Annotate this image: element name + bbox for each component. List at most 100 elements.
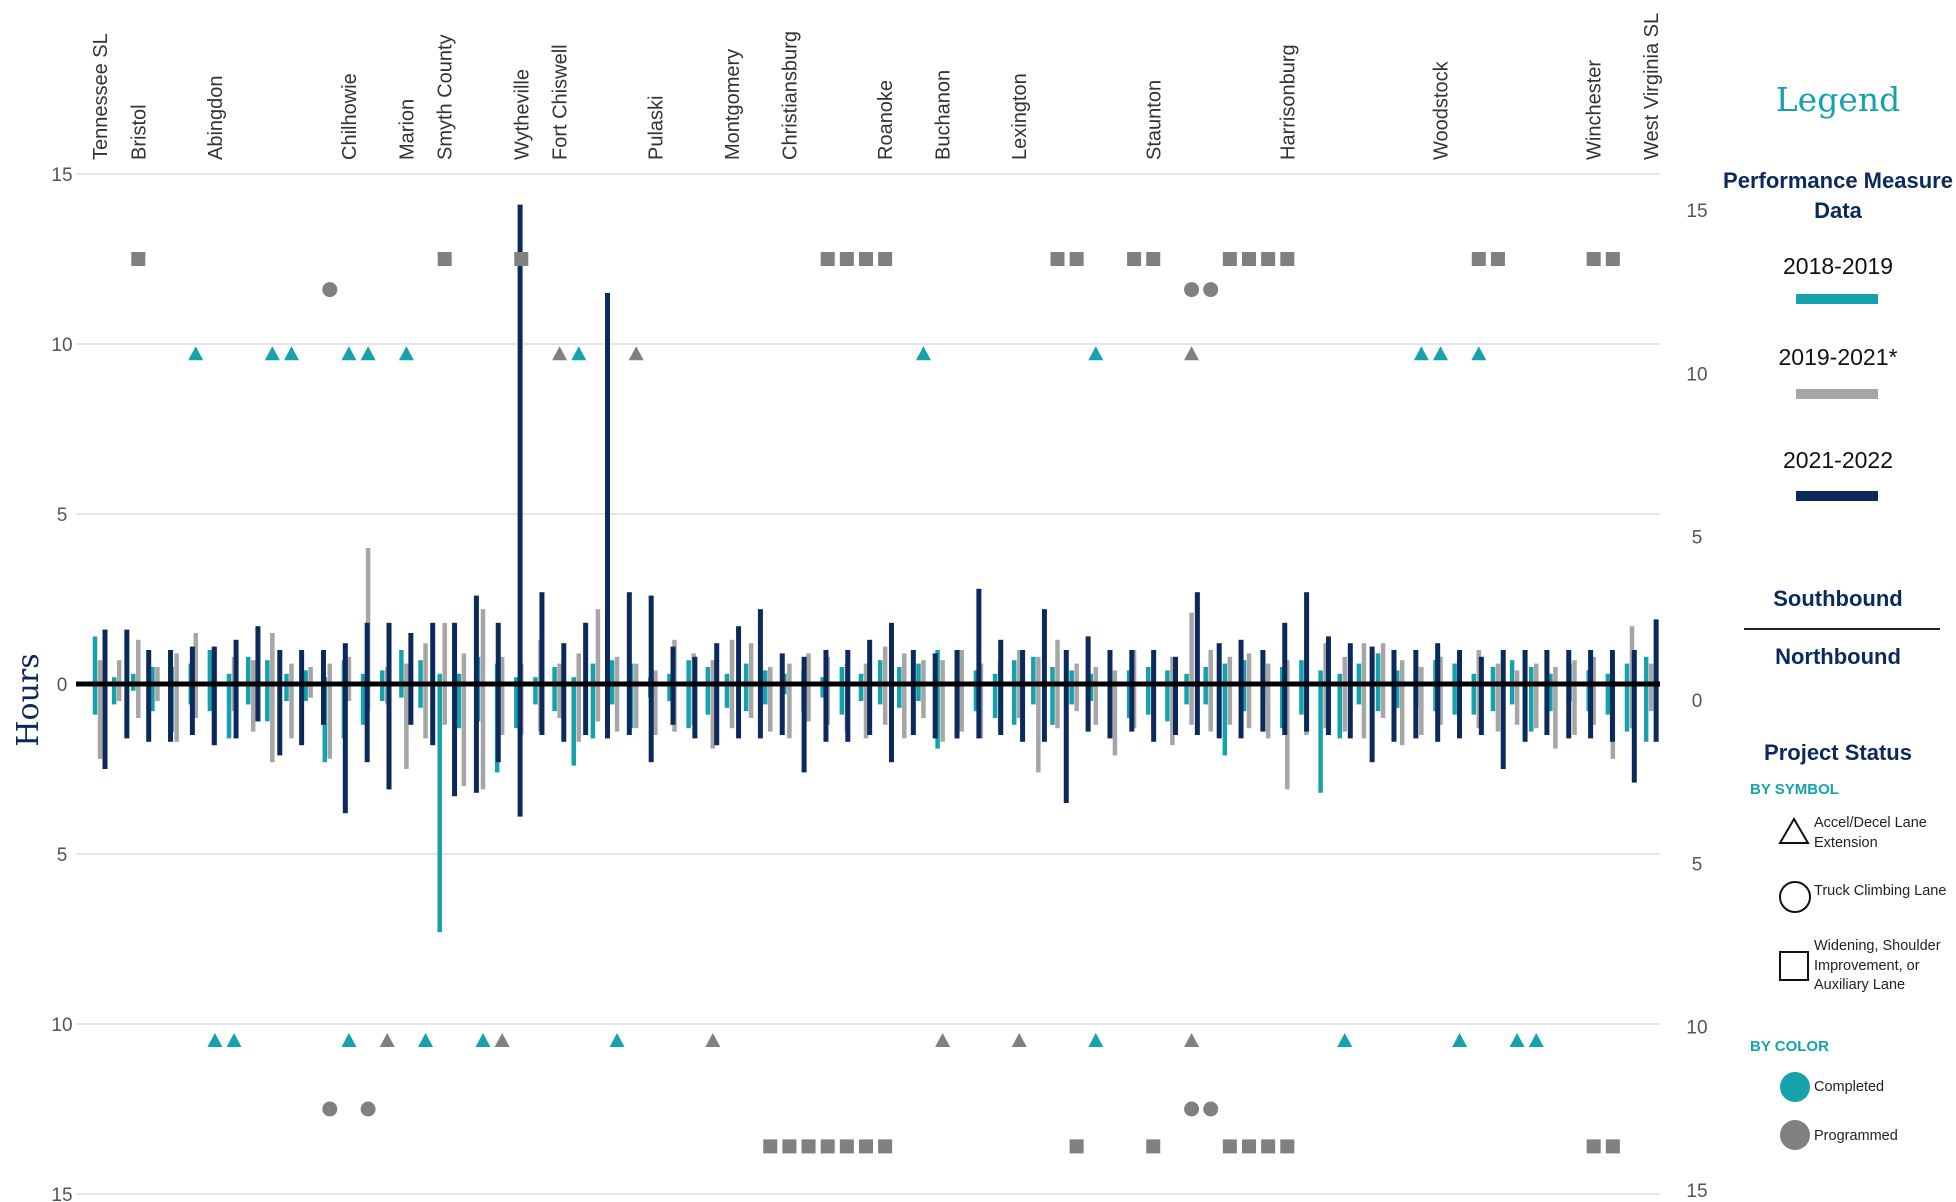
direction-divider [1744, 628, 1940, 630]
right-tick-label: 10 [1686, 364, 1707, 385]
bar-northbound [207, 684, 213, 712]
legend-series-3-label: 2021-2022 [1783, 447, 1893, 473]
bar-southbound [364, 622, 370, 684]
bar-northbound [1246, 684, 1252, 729]
bar-northbound [1419, 684, 1424, 735]
bar-northbound [736, 684, 742, 739]
bar-southbound [1085, 636, 1091, 684]
project-triangle-marker [1088, 1033, 1104, 1047]
square-icon [1779, 951, 1809, 981]
bar-northbound [714, 684, 720, 746]
bar-northbound [1173, 684, 1179, 735]
bar-southbound [1609, 650, 1615, 684]
bar-northbound [888, 684, 894, 763]
bar-southbound [729, 639, 735, 684]
bar-northbound [1399, 684, 1405, 746]
bar-northbound [604, 684, 610, 739]
bar-southbound [902, 653, 907, 684]
bar-northbound [1356, 684, 1362, 705]
bar-northbound [863, 684, 869, 739]
project-square-marker [859, 1139, 873, 1154]
bar-southbound [670, 646, 676, 684]
bar-southbound [1241, 660, 1247, 684]
bar-northbound [1203, 684, 1208, 705]
bar-northbound [1036, 684, 1041, 773]
circle-icon [1779, 881, 1811, 913]
bar-northbound [667, 684, 672, 701]
bar-southbound [116, 660, 122, 684]
bar-southbound [976, 588, 982, 684]
bar-southbound [561, 643, 567, 684]
project-triangle-marker [188, 346, 204, 361]
bar-southbound [1514, 670, 1520, 684]
bar-southbound [514, 677, 519, 684]
right-tick-label: 5 [1692, 528, 1703, 549]
bar-southbound [973, 670, 979, 684]
bar-southbound [916, 663, 921, 684]
bar-northbound [1342, 684, 1347, 732]
bar-northbound [1553, 684, 1558, 749]
bar-northbound [1126, 684, 1132, 718]
project-square-marker [763, 1139, 778, 1154]
bar-northbound [561, 684, 567, 742]
bar-southbound [189, 646, 195, 684]
bar-northbound [1347, 684, 1353, 739]
project-circle-marker [1184, 1101, 1200, 1117]
bar-northbound [245, 684, 251, 705]
bar-southbound [418, 660, 423, 684]
bar-northbound [1509, 684, 1515, 705]
location-label: Roanoke [875, 80, 897, 160]
bar-southbound [480, 609, 486, 684]
project-triangle-marker [379, 1033, 395, 1047]
bar-southbound [692, 656, 698, 684]
bar-northbound [609, 684, 615, 705]
bar-southbound [308, 667, 313, 684]
bar-northbound [1011, 684, 1017, 725]
bar-northbound [1643, 684, 1649, 742]
bar-southbound [408, 633, 414, 684]
bar-southbound [897, 667, 902, 684]
bar-northbound [1031, 684, 1036, 705]
bar-southbound [495, 622, 501, 684]
bar-northbound [839, 684, 845, 715]
bar-southbound [626, 592, 632, 684]
project-square-marker [839, 1139, 854, 1154]
location-label: Tennessee SL [90, 33, 112, 160]
bar-southbound [92, 636, 98, 684]
project-square-marker [820, 1139, 835, 1154]
bar-northbound [539, 684, 545, 735]
bar-northbound [1413, 684, 1419, 739]
bar-southbound [442, 622, 447, 684]
project-circle-marker [1203, 282, 1219, 298]
bar-southbound [1391, 650, 1397, 684]
bar-northbound [495, 684, 501, 763]
status-heading: Project Status [1764, 740, 1912, 765]
bar-northbound [1069, 684, 1074, 705]
bar-southbound [461, 653, 467, 684]
project-triangle-marker [341, 346, 357, 361]
bar-northbound [1452, 684, 1457, 715]
bar-southbound [289, 663, 294, 684]
bar-northbound [902, 684, 907, 739]
bar-northbound [571, 684, 576, 766]
bar-northbound [1457, 684, 1463, 739]
bar-southbound [1093, 667, 1099, 684]
bar-southbound [124, 629, 130, 684]
location-label: Abingdon [205, 75, 227, 160]
bar-southbound [806, 653, 811, 684]
right-tick-label: 10 [1686, 1018, 1707, 1039]
bar-southbound [168, 650, 174, 684]
bar-northbound [1055, 684, 1060, 729]
bar-northbound [1361, 684, 1367, 739]
completed-swatch [1780, 1072, 1810, 1102]
bar-southbound [1170, 656, 1175, 684]
legend-symbol-circle-label: Truck Climbing Lane [1814, 883, 1947, 899]
bar-southbound [1203, 667, 1208, 684]
bar-southbound [576, 653, 581, 684]
bar-northbound [1534, 684, 1539, 729]
bar-southbound [1074, 663, 1079, 684]
bar-northbound [1566, 684, 1572, 739]
bar-northbound [954, 684, 960, 739]
bar-southbound [386, 622, 392, 684]
bar-southbound [226, 673, 232, 684]
